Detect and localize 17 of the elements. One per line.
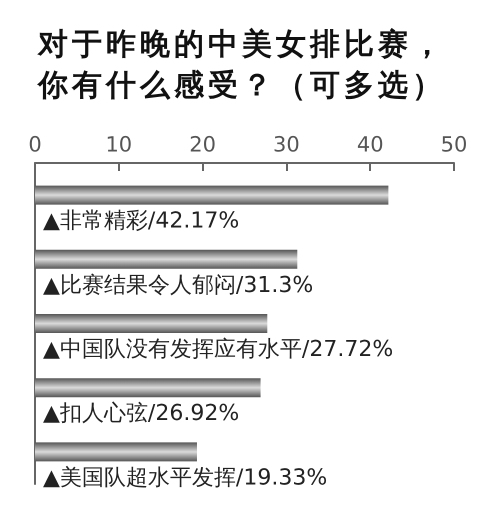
- x-tick-label: 20: [189, 132, 216, 156]
- chart-title: 对于昨晚的中美女排比赛，你有什么感受？（可多选）: [38, 26, 447, 105]
- bar: [35, 314, 268, 333]
- x-tick-label: 50: [440, 132, 468, 156]
- bar: [35, 250, 298, 269]
- x-tick-label: 0: [28, 132, 42, 156]
- y-tick-label: ▲中国队没有发挥应有水平/27.72%: [43, 337, 394, 362]
- y-tick-label: ▲美国队超水平发挥/19.33%: [43, 465, 328, 490]
- bar: [35, 442, 197, 462]
- bar: [35, 186, 388, 205]
- y-tick-label: ▲扣人心弦/26.92%: [43, 401, 240, 426]
- x-tick-label: 40: [356, 132, 384, 156]
- y-tick-label: ▲非常精彩/42.17%: [43, 208, 240, 234]
- y-tick-label: ▲比赛结果令人郁闷/31.3%: [43, 272, 314, 298]
- x-tick-label: 30: [273, 132, 300, 156]
- bar: [35, 378, 261, 398]
- x-tick-label: 10: [105, 132, 132, 156]
